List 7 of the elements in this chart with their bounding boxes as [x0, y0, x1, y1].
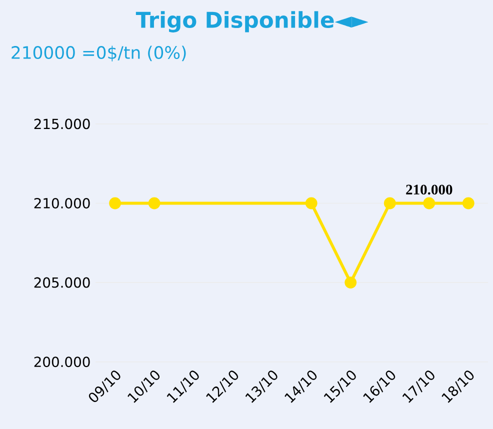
y-tick-label: 210.000 [34, 198, 90, 208]
y-tick-label: 205.000 [34, 277, 90, 288]
y-tick-label: 215.000 [34, 118, 90, 130]
chart-subtitle: 210000 =0$/tn (0%) [12, 46, 186, 62]
annotation: 210.000 [406, 184, 452, 194]
chart-title: Trigo Disponible◄► [136, 11, 368, 32]
y-tick-label: 200.000 [34, 356, 90, 367]
